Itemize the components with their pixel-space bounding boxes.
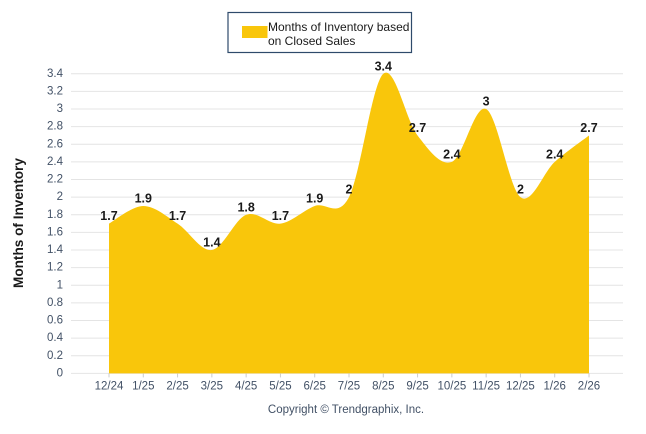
svg-text:8/25: 8/25 xyxy=(372,380,394,392)
svg-text:1.4: 1.4 xyxy=(203,236,220,250)
svg-text:0.8: 0.8 xyxy=(47,297,63,309)
svg-text:10/25: 10/25 xyxy=(437,380,466,392)
svg-text:1.6: 1.6 xyxy=(47,226,63,238)
svg-text:1.8: 1.8 xyxy=(237,200,254,214)
svg-text:7/25: 7/25 xyxy=(338,380,360,392)
svg-text:4/25: 4/25 xyxy=(235,380,257,392)
svg-text:1/25: 1/25 xyxy=(132,380,154,392)
svg-text:12/24: 12/24 xyxy=(95,380,124,392)
svg-text:12/25: 12/25 xyxy=(506,380,535,392)
svg-text:1.7: 1.7 xyxy=(169,209,186,223)
svg-text:0.2: 0.2 xyxy=(47,350,63,362)
svg-text:0: 0 xyxy=(57,367,63,379)
svg-text:3.4: 3.4 xyxy=(47,68,64,80)
svg-text:1.7: 1.7 xyxy=(272,209,289,223)
svg-text:2.7: 2.7 xyxy=(580,121,597,135)
svg-text:1.8: 1.8 xyxy=(47,209,63,221)
svg-text:2: 2 xyxy=(346,183,353,197)
svg-text:5/25: 5/25 xyxy=(269,380,291,392)
svg-text:9/25: 9/25 xyxy=(406,380,428,392)
svg-text:1: 1 xyxy=(57,279,63,291)
svg-text:on Closed Sales: on Closed Sales xyxy=(268,34,355,48)
svg-text:2/25: 2/25 xyxy=(166,380,188,392)
svg-text:1.9: 1.9 xyxy=(135,191,152,205)
svg-text:0.6: 0.6 xyxy=(47,315,63,327)
svg-text:2: 2 xyxy=(57,191,63,203)
svg-text:2.2: 2.2 xyxy=(47,174,63,186)
svg-text:2: 2 xyxy=(517,183,524,197)
svg-text:2.8: 2.8 xyxy=(47,121,63,133)
svg-text:2.4: 2.4 xyxy=(443,147,460,161)
svg-text:Copyright © Trendgraphix, Inc.: Copyright © Trendgraphix, Inc. xyxy=(268,404,424,416)
svg-text:2.7: 2.7 xyxy=(409,121,426,135)
svg-text:1.4: 1.4 xyxy=(47,244,64,256)
svg-text:11/25: 11/25 xyxy=(472,380,500,392)
svg-text:3.4: 3.4 xyxy=(375,59,392,73)
svg-text:1/26: 1/26 xyxy=(544,380,566,392)
svg-text:3.2: 3.2 xyxy=(47,85,63,97)
svg-text:2.4: 2.4 xyxy=(47,156,64,168)
svg-text:3/25: 3/25 xyxy=(201,380,223,392)
svg-text:Months of Inventory: Months of Inventory xyxy=(11,158,26,288)
svg-text:3: 3 xyxy=(483,95,490,109)
svg-text:Months of Inventory based: Months of Inventory based xyxy=(268,20,409,34)
svg-text:0.4: 0.4 xyxy=(47,332,64,344)
svg-text:2.4: 2.4 xyxy=(546,147,563,161)
svg-text:1.9: 1.9 xyxy=(306,191,323,205)
svg-text:1.2: 1.2 xyxy=(47,262,63,274)
svg-text:2/26: 2/26 xyxy=(578,380,600,392)
svg-text:3: 3 xyxy=(57,103,63,115)
svg-text:6/25: 6/25 xyxy=(304,380,326,392)
svg-text:1.7: 1.7 xyxy=(100,209,117,223)
svg-text:2.6: 2.6 xyxy=(47,138,63,150)
